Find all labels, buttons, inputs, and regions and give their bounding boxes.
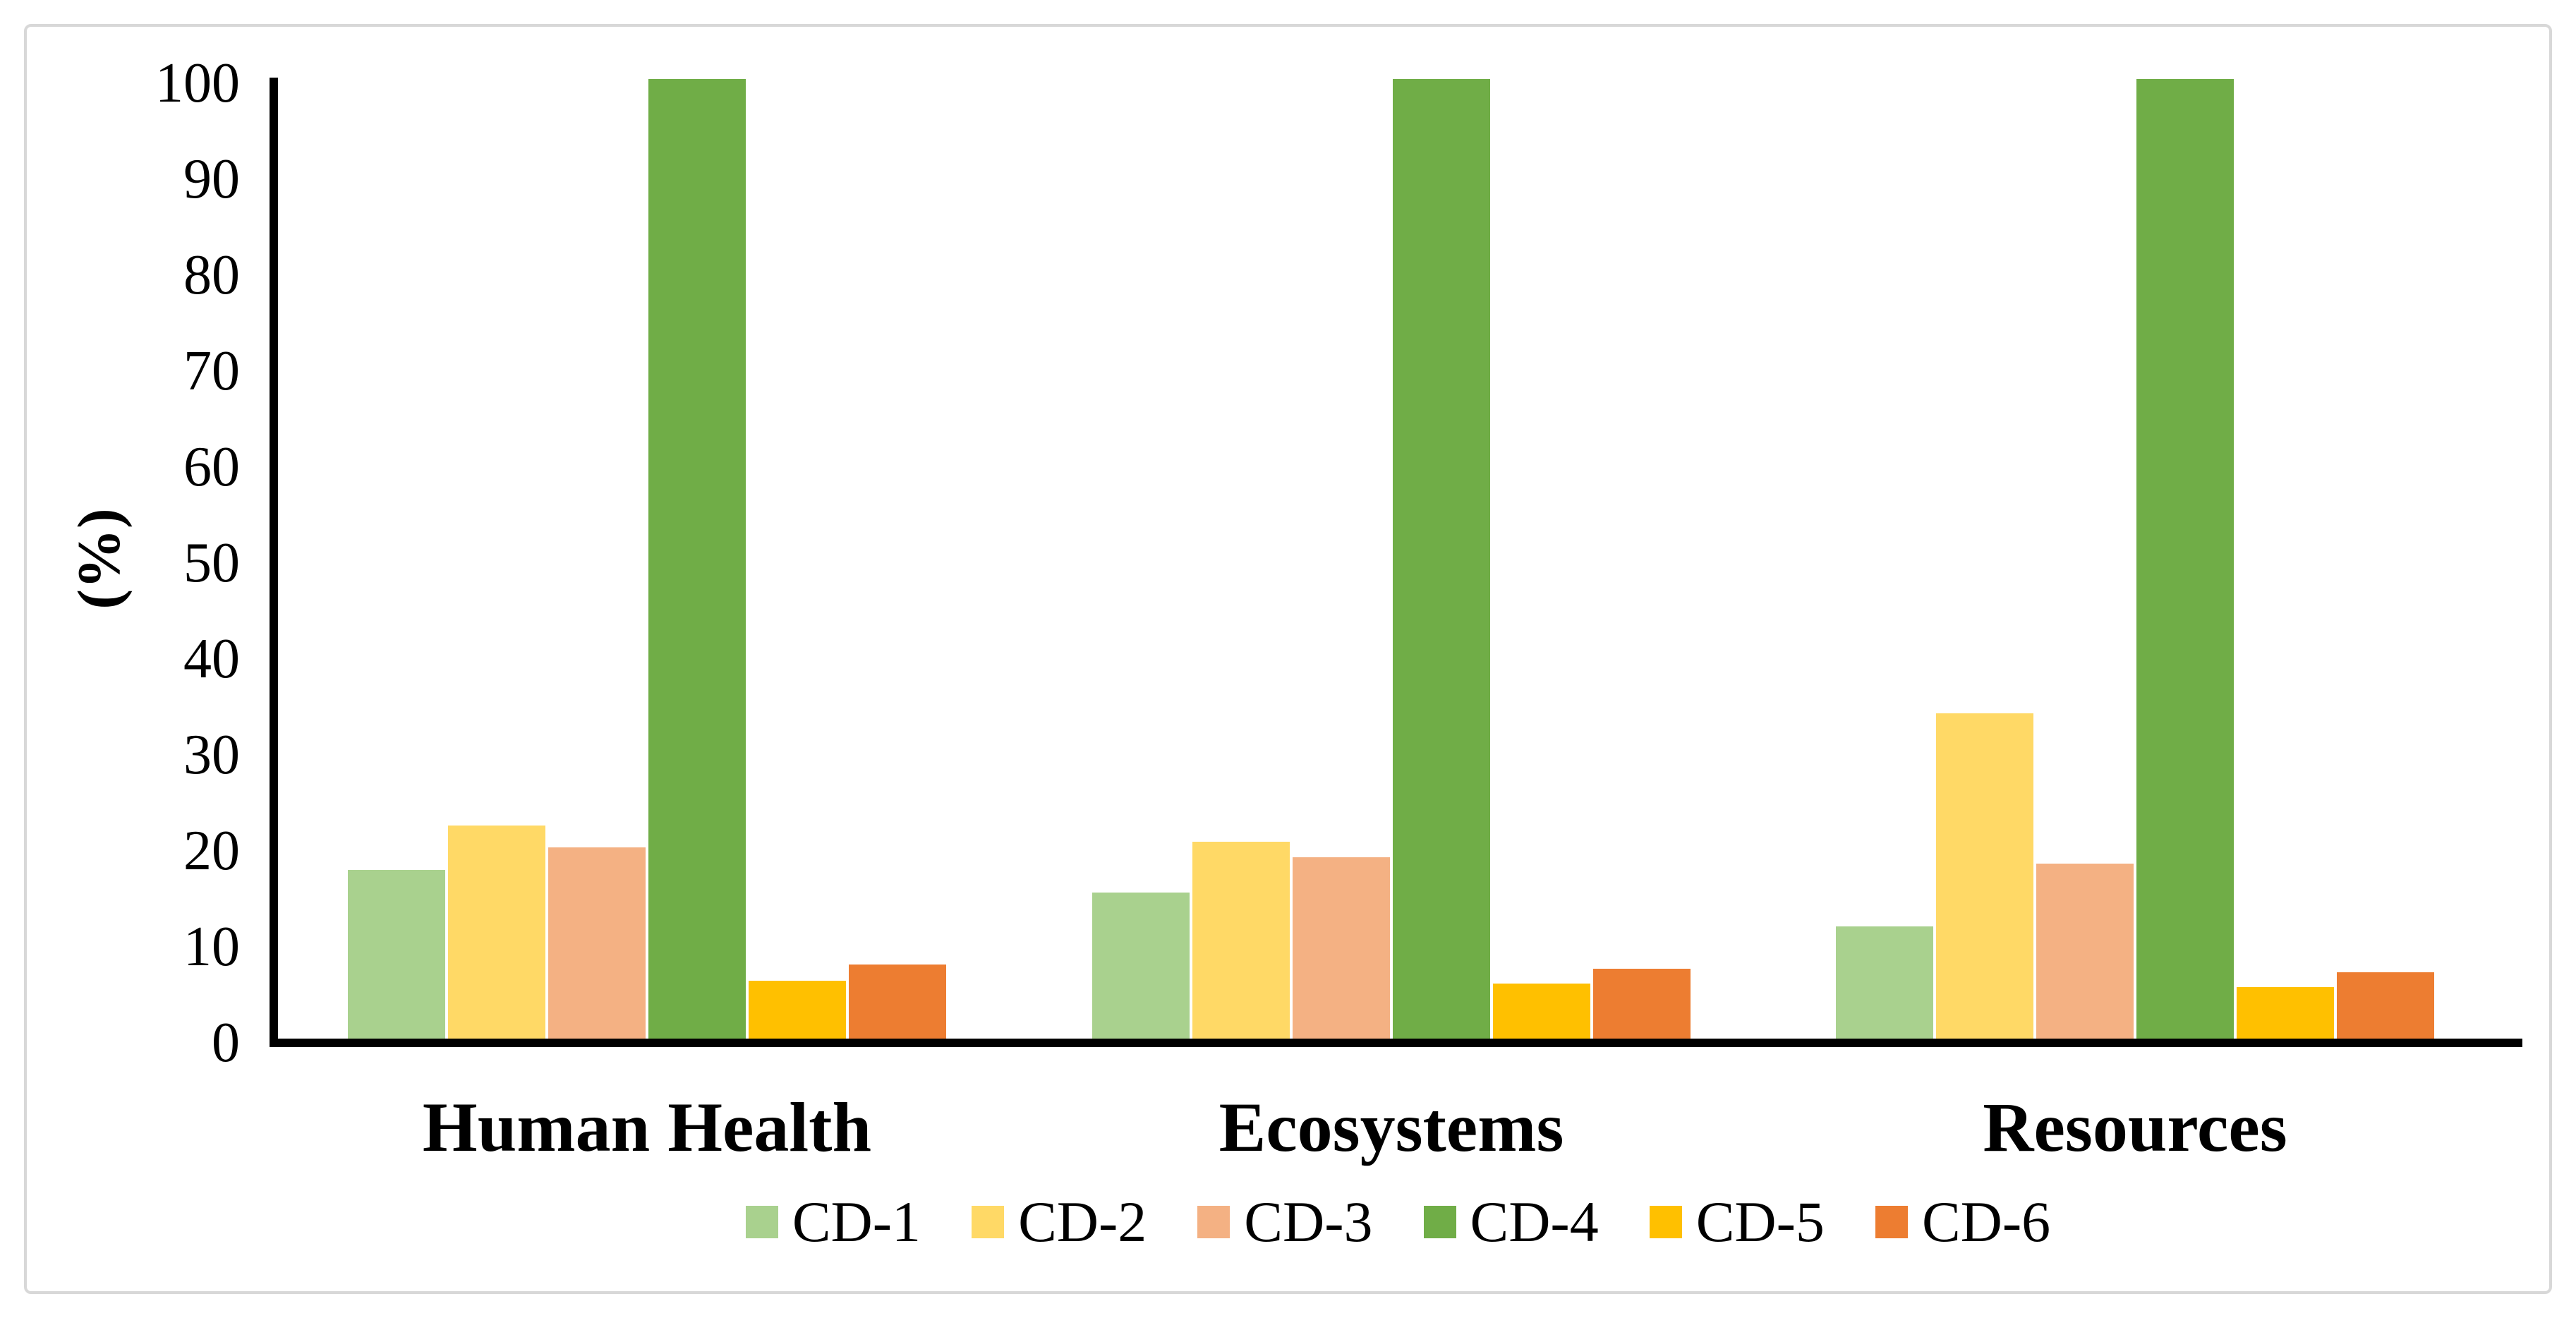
bar-cd-3-ecosystems [1293,857,1390,1039]
bar-cd-6-ecosystems [1593,969,1691,1039]
legend-label-cd-2: CD-2 [1018,1190,1147,1254]
bar-cd-6-human-health [849,965,946,1039]
legend-item-cd-4: CD-4 [1423,1190,1599,1254]
y-axis-line [270,78,278,1047]
category-label-ecosystems: Ecosystems [1219,1088,1564,1166]
legend-swatch-cd-3 [1197,1206,1230,1238]
y-tick-label-90: 90 [183,148,240,210]
legend-item-cd-2: CD-2 [972,1193,1147,1251]
category-label-resources: Resources [1983,1088,2287,1166]
legend-item-cd-1: CD-1 [745,1190,921,1254]
bar-cd-5-human-health [749,981,846,1039]
legend-swatch-cd-2 [972,1206,1005,1238]
y-tick-label-20: 20 [183,820,240,882]
bar-cd-4-human-health [648,79,746,1039]
category-label-human-health: Human Health [422,1088,872,1166]
legend-label-cd-3: CD-3 [1244,1190,1373,1254]
bar-cd-2-resources [1936,713,2033,1039]
legend-label-cd-1: CD-1 [792,1190,921,1254]
bar-cd-5-ecosystems [1493,984,1590,1039]
y-tick-label-0: 0 [212,1012,240,1074]
bar-cd-1-ecosystems [1092,893,1190,1039]
y-tick-label-40: 40 [183,628,240,690]
bar-cd-1-resources [1836,926,1933,1039]
x-axis-line [270,1039,2522,1047]
bar-cd-4-ecosystems [1393,79,1490,1039]
legend-item-cd-3: CD-3 [1197,1190,1373,1254]
bar-cd-6-resources [2337,972,2434,1039]
chart-legend: CD-1 CD-2 CD-3 CD-4 CD-5 CD-6 [274,1180,2522,1264]
bar-cd-4-resources [2136,79,2234,1039]
bar-cd-2-human-health [448,826,545,1039]
legend-item-cd-6: CD-6 [1875,1193,2050,1251]
legend-label-cd-6: CD-6 [1921,1190,2051,1254]
legend-label-cd-5: CD-5 [1695,1190,1825,1254]
bar-cd-2-ecosystems [1192,842,1290,1039]
bar-cd-1-human-health [348,870,445,1039]
y-tick-label-30: 30 [183,724,240,786]
y-tick-label-70: 70 [183,340,240,402]
y-tick-label-100: 100 [155,52,240,114]
legend-swatch-cd-5 [1649,1206,1682,1238]
bar-cd-3-resources [2036,864,2134,1039]
legend-label-cd-4: CD-4 [1470,1190,1599,1254]
y-tick-label-80: 80 [183,244,240,306]
y-tick-label-60: 60 [183,436,240,498]
bar-cd-3-human-health [548,847,646,1039]
legend-item-cd-5: CD-5 [1649,1190,1825,1254]
legend-swatch-cd-6 [1875,1206,1908,1238]
y-tick-label-50: 50 [183,532,240,594]
legend-swatch-cd-4 [1423,1206,1456,1238]
legend-swatch-cd-1 [745,1206,778,1238]
bar-cd-5-resources [2237,987,2334,1039]
y-tick-label-10: 10 [183,916,240,978]
